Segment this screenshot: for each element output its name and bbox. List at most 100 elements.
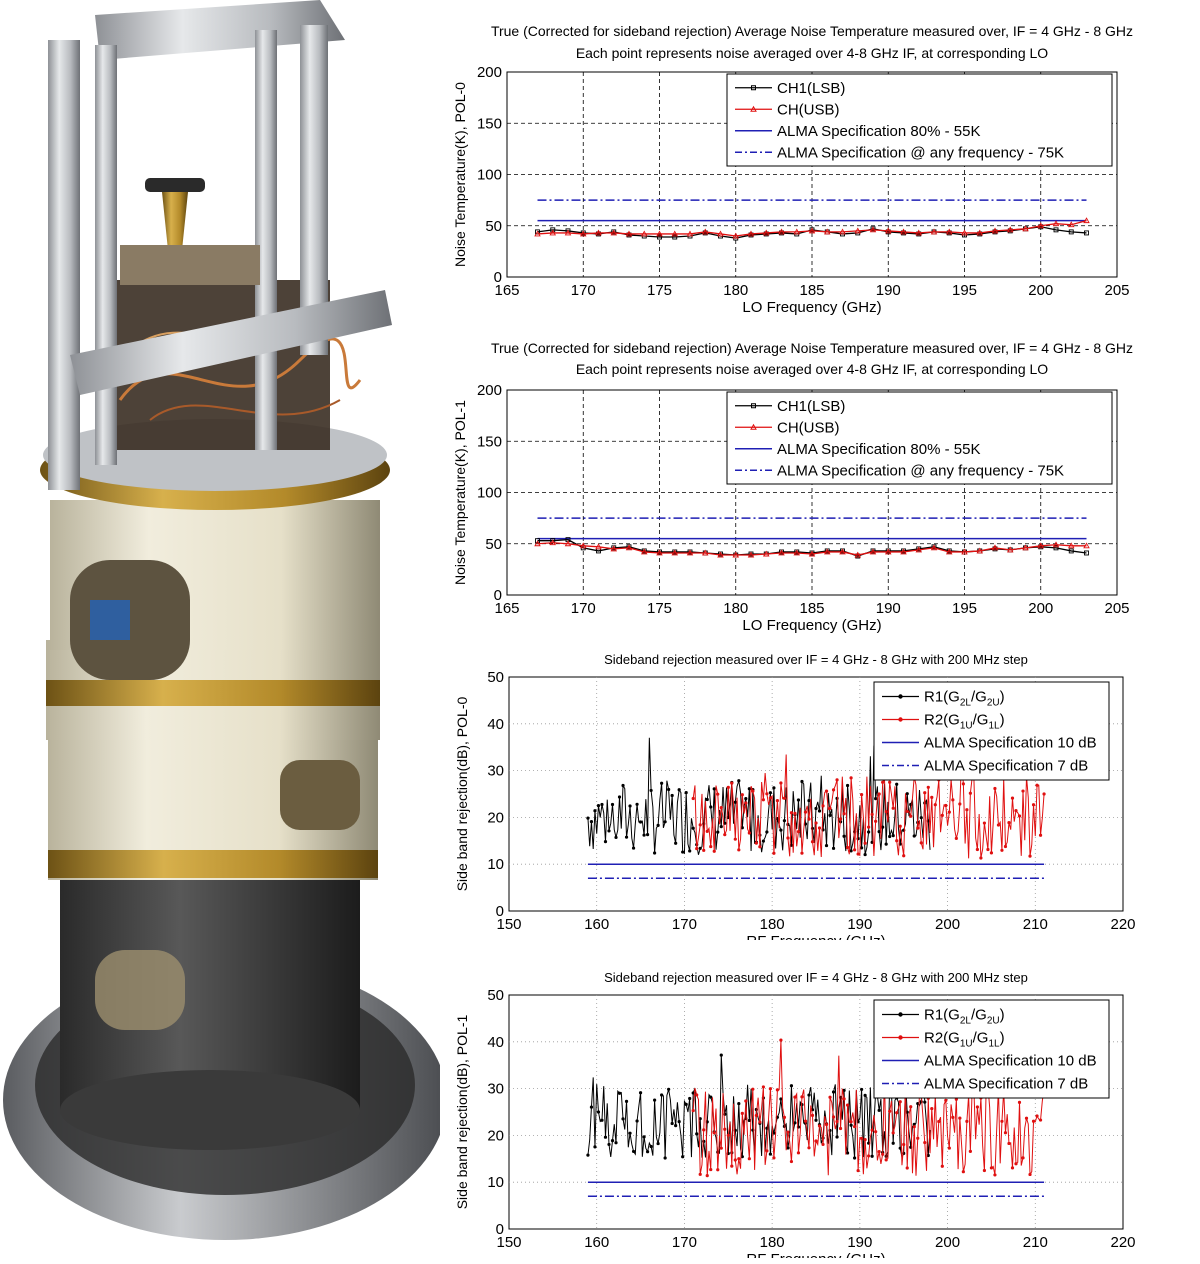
- data-point: [895, 782, 899, 786]
- data-point: [1031, 1119, 1036, 1123]
- x-tick-label: 150: [496, 916, 521, 933]
- data-point: [1068, 548, 1074, 554]
- data-point: [996, 823, 1001, 827]
- data-point: [786, 1146, 790, 1150]
- data-point: [593, 1145, 597, 1149]
- data-point: [695, 1132, 699, 1136]
- legend-label-part: 2U: [987, 1016, 1000, 1027]
- data-point: [688, 1096, 692, 1101]
- data-point: [535, 538, 540, 544]
- x-tick-label: 170: [571, 282, 596, 299]
- data-point: [607, 1142, 611, 1147]
- data-point: [870, 1128, 874, 1132]
- legend-label: R2(G1U/G1L): [924, 1030, 1005, 1050]
- data-point: [688, 849, 692, 853]
- legend-label: ALMA Specification 10 dB: [924, 735, 1097, 752]
- data-point: [789, 811, 794, 815]
- legend-label-main: R1(G: [924, 689, 960, 706]
- legend-box: [873, 999, 1110, 1099]
- data-point: [845, 845, 850, 850]
- data-point: [686, 549, 694, 556]
- x-tick-label: 180: [723, 282, 748, 299]
- data-point: [891, 834, 895, 838]
- legend-label-part: 1L: [988, 1039, 1000, 1050]
- data-point: [1021, 789, 1025, 793]
- series-line: [537, 219, 1087, 237]
- data-point: [828, 806, 832, 810]
- data-point: [671, 549, 679, 556]
- chart-panel-sbr-pol0: Sideband rejection measured over IF = 4 …: [440, 640, 1200, 940]
- receiver-cartridge-photo: [0, 0, 447, 1259]
- data-point: [1031, 803, 1036, 807]
- data-point: [1052, 541, 1060, 548]
- data-point: [719, 1146, 723, 1150]
- data-point: [670, 1121, 674, 1126]
- x-tick-label: 210: [1023, 1234, 1048, 1251]
- legend-label: ALMA Specification 80% - 55K: [777, 441, 980, 458]
- series-line: [537, 538, 1087, 557]
- data-point: [800, 851, 804, 855]
- data-point: [958, 802, 962, 806]
- data-point: [642, 833, 646, 837]
- data-point: [930, 544, 938, 551]
- data-point: [653, 851, 657, 855]
- data-point: [579, 542, 587, 549]
- data-point: [909, 1105, 913, 1109]
- data-point: [884, 842, 888, 846]
- legend-label-part: 1U: [960, 1039, 973, 1050]
- frame-post-right: [300, 25, 328, 355]
- data-point: [779, 828, 783, 832]
- data-point: [975, 847, 979, 852]
- data-point: [772, 1156, 776, 1160]
- data-point: [945, 548, 953, 555]
- data-point: [667, 787, 671, 792]
- data-point: [912, 834, 916, 838]
- data-point: [800, 1095, 804, 1099]
- data-point: [758, 845, 762, 849]
- data-point: [663, 1156, 667, 1160]
- data-point: [824, 843, 829, 848]
- legend-label-main: R1(G: [924, 1007, 960, 1024]
- data-point: [702, 848, 706, 852]
- data-point: [1000, 1119, 1004, 1123]
- data-point: [823, 548, 831, 555]
- data-point: [649, 788, 653, 793]
- feed-horn-cap: [145, 178, 205, 192]
- data-point: [789, 1159, 794, 1164]
- data-point: [944, 1098, 948, 1102]
- data-point: [716, 792, 720, 796]
- data-point: [905, 809, 909, 814]
- data-point: [1021, 1156, 1025, 1160]
- data-point: [870, 812, 874, 816]
- data-point: [793, 228, 801, 235]
- data-point: [845, 783, 850, 788]
- data-point: [779, 1038, 783, 1042]
- data-point: [695, 847, 699, 851]
- data-point: [1017, 814, 1022, 818]
- data-point: [1010, 796, 1015, 800]
- data-point: [831, 788, 836, 792]
- data-point: [635, 802, 639, 806]
- data-point: [579, 230, 587, 237]
- cartridge-illustration: [3, 0, 447, 1240]
- data-point: [814, 821, 818, 825]
- data-point: [534, 540, 541, 547]
- data-point: [1083, 217, 1090, 224]
- legend-label: R2(G1U/G1L): [924, 712, 1005, 732]
- data-point: [709, 805, 713, 809]
- data-point: [968, 1149, 972, 1153]
- legend-marker: [898, 717, 903, 722]
- legend-label-main: R2(G: [924, 712, 960, 729]
- data-point: [645, 1150, 650, 1154]
- y-tick-label: 0: [496, 1221, 504, 1238]
- x-tick-label: 190: [876, 600, 901, 617]
- data-point: [709, 844, 713, 849]
- data-point: [740, 1155, 744, 1159]
- y-tick-label: 50: [485, 536, 502, 553]
- y-tick-label: 0: [496, 903, 504, 920]
- legend-marker: [898, 1035, 903, 1040]
- data-point: [768, 796, 772, 800]
- data-point: [610, 545, 618, 552]
- data-point: [905, 1166, 909, 1170]
- data-point: [965, 808, 969, 812]
